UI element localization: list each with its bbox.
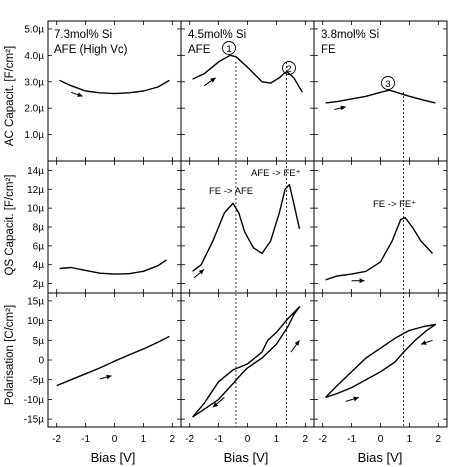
y-tick-label: 12µ bbox=[27, 185, 44, 196]
peak-marker-3-label: 3 bbox=[385, 79, 390, 90]
series-line-r2-c3 bbox=[325, 216, 434, 281]
series-line-r2-c2 bbox=[192, 183, 301, 272]
sweep-direction-arrow-3 bbox=[334, 105, 346, 111]
x-tick-label: 2 bbox=[436, 434, 442, 445]
peak-marker-1-circle bbox=[222, 41, 236, 55]
y-tick-label: -10µ bbox=[24, 395, 44, 406]
y-tick-label: 0 bbox=[38, 356, 44, 367]
qs-capacitance-axis-label: QS Capacit. [F/cm²] bbox=[4, 175, 16, 276]
x-tick-label: -2 bbox=[318, 434, 327, 445]
peak-marker-2-label: 2 bbox=[286, 64, 291, 75]
y-tick-label: 3.0µ bbox=[24, 77, 44, 88]
sweep-direction-arrow-2 bbox=[203, 77, 216, 87]
panel-frame bbox=[180, 20, 315, 162]
panel-r3-c2: -2 -1 0 1 2 bbox=[180, 292, 315, 445]
peak-marker-1-label: 1 bbox=[226, 44, 231, 55]
y-tick-label: 2.0µ bbox=[24, 104, 44, 115]
y-tick-label: 5µ bbox=[33, 336, 45, 347]
series-line-r1-c3 bbox=[325, 89, 436, 104]
panel-r1-c3 bbox=[313, 20, 448, 162]
y-tick-label: 8µ bbox=[33, 223, 45, 234]
y-tick-label: 4.0µ bbox=[24, 51, 44, 62]
panel-frame bbox=[47, 292, 182, 428]
y-tick-label: 6µ bbox=[33, 241, 45, 252]
col1-phase-label: AFE (High Vc) bbox=[54, 44, 128, 56]
x-tick-label: 1 bbox=[141, 434, 147, 445]
series-line-r1-c2 bbox=[192, 54, 304, 93]
y-tick-label: 2µ bbox=[33, 279, 45, 290]
sweep-direction-arrow-10 bbox=[345, 396, 359, 402]
peak-marker-3-circle bbox=[381, 76, 395, 90]
x-tick-label: 1 bbox=[274, 434, 280, 445]
col3-composition-label: 3.8mol% Si bbox=[321, 29, 379, 41]
sweep-direction-arrow-1 bbox=[70, 91, 83, 97]
panel-r3-c3: -2 -1 0 1 2 bbox=[313, 292, 448, 445]
x-tick-label: 0 bbox=[378, 434, 384, 445]
series-line-r3-c1 bbox=[56, 335, 170, 387]
x-tick-label: 1 bbox=[407, 434, 413, 445]
col1-composition-label: 7.3mol% Si bbox=[54, 29, 112, 41]
x-tick-label: -1 bbox=[214, 434, 223, 445]
x-tick-label: 2 bbox=[170, 434, 176, 445]
col2-phase-label: AFE bbox=[188, 44, 211, 56]
y-tick-label: -5µ bbox=[29, 375, 44, 386]
y-tick-label: 15µ bbox=[27, 296, 44, 307]
series-line-r2-c1 bbox=[59, 259, 167, 275]
y-tick-label: 4µ bbox=[33, 260, 45, 271]
x-tick-label: -2 bbox=[185, 434, 194, 445]
panel-frame bbox=[313, 20, 448, 162]
y-tick-label: -15µ bbox=[24, 415, 44, 426]
sweep-direction-arrow-6 bbox=[99, 374, 112, 380]
y-tick-label: 1.0µ bbox=[24, 130, 44, 141]
sweep-direction-arrow-5 bbox=[351, 278, 365, 284]
series-line-r3-c2 bbox=[192, 306, 301, 418]
afe-to-fe-plus-annotation: AFE -> FE⁺ bbox=[251, 168, 301, 179]
y-tick-label: 10µ bbox=[27, 316, 44, 327]
panel-r1-c1: 1.0µ 2.0µ 3.0µ 4.0µ 5.0µ bbox=[24, 20, 182, 162]
sweep-direction-arrow-8 bbox=[290, 339, 300, 353]
bias-axis-label-col3: Bias [V] bbox=[358, 450, 403, 465]
fe-to-afe-annotation: FE -> AFE bbox=[209, 186, 253, 197]
x-tick-label: -1 bbox=[347, 434, 356, 445]
y-tick-label: 14µ bbox=[27, 166, 44, 177]
data-curves bbox=[56, 54, 437, 418]
peak-marker-2-circle bbox=[282, 61, 296, 75]
y-tick-label: 5.0µ bbox=[24, 24, 44, 35]
col2-composition-label: 4.5mol% Si bbox=[188, 29, 246, 41]
panel-r2-c3 bbox=[313, 160, 448, 294]
panel-grid: 1.0µ2.0µ3.0µ4.0µ5.0µ2µ4µ6µ8µ10µ12µ14µ-15… bbox=[24, 20, 448, 445]
series-line-r1-c1 bbox=[59, 79, 170, 95]
sweep-direction-arrow-4 bbox=[193, 269, 205, 279]
series-line-r3-c3 bbox=[325, 323, 437, 399]
x-tick-label: 0 bbox=[112, 434, 118, 445]
x-tick-label: -1 bbox=[81, 434, 90, 445]
y-tick-label: 10µ bbox=[27, 204, 44, 215]
panel-r1-c2 bbox=[180, 20, 315, 162]
ac-capacitance-axis-label: AC Capacit. [F/cm²] bbox=[4, 46, 16, 146]
fe-to-fe-plus-annotation: FE -> FE⁺ bbox=[373, 199, 416, 210]
panel-frame bbox=[313, 292, 448, 428]
panel-frame bbox=[47, 20, 182, 162]
x-tick-label: 2 bbox=[303, 434, 309, 445]
sweep-direction-arrow-7 bbox=[212, 397, 225, 408]
panel-frame bbox=[313, 160, 448, 294]
x-tick-label: 0 bbox=[245, 434, 251, 445]
col3-phase-label: FE bbox=[321, 44, 336, 56]
panel-r3-c1: -15µ -10µ -5µ 0 5µ 10µ 15µ -2 -1 0 1 2 bbox=[24, 292, 182, 445]
bias-axis-label-col1: Bias [V] bbox=[91, 450, 136, 465]
x-tick-label: -2 bbox=[52, 434, 61, 445]
panel-frame bbox=[47, 160, 182, 294]
sweep-direction-arrow-9 bbox=[420, 339, 433, 345]
bias-axis-label-col2: Bias [V] bbox=[224, 450, 269, 465]
polarisation-axis-label: Polarisation [C/cm²] bbox=[4, 305, 16, 405]
guide-lines-and-arrows bbox=[70, 62, 433, 427]
